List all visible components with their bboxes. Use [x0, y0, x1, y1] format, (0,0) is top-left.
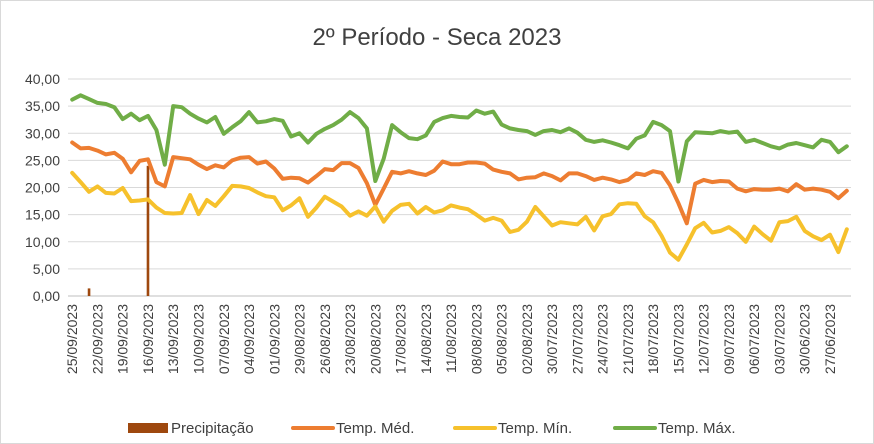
legend-label: Temp. Mín.: [498, 420, 572, 437]
y-tick-label: 30,00: [25, 125, 60, 141]
y-axis-tick-labels: 0,00 5,00 10,00 15,00 20,00 25,00 30,00 35,00 40…: [25, 71, 60, 304]
precipitation-bar: [87, 288, 91, 296]
y-tick-label: 10,00: [25, 234, 60, 250]
x-tick-label: 24/07/2023: [595, 304, 611, 374]
x-tick-label: 16/09/2023: [140, 304, 156, 374]
x-tick-label: 27/07/2023: [569, 304, 585, 374]
chart-title: 2º Período - Seca 2023: [313, 24, 562, 51]
x-tick-label: 04/09/2023: [241, 304, 257, 374]
x-tick-label: 05/08/2023: [494, 304, 510, 374]
x-tick-label: 17/08/2023: [393, 304, 409, 374]
x-tick-label: 26/08/2023: [317, 304, 333, 374]
x-tick-label: 12/07/2023: [696, 304, 712, 374]
legend-label: Temp. Méd.: [336, 420, 414, 437]
x-tick-label: 08/08/2023: [468, 304, 484, 374]
x-tick-label: 21/07/2023: [620, 304, 636, 374]
x-tick-label: 13/09/2023: [165, 304, 181, 374]
y-tick-label: 40,00: [25, 71, 60, 87]
series-line-temp-m-x: [70, 93, 849, 184]
legend-item: Temp. Máx.: [613, 420, 736, 437]
x-tick-label: 20/08/2023: [367, 304, 383, 374]
gridlines: [68, 78, 851, 297]
y-tick-label: 20,00: [25, 180, 60, 196]
x-tick-label: 30/07/2023: [544, 304, 560, 374]
x-tick-label: 27/06/2023: [822, 304, 838, 374]
x-tick-label: 29/08/2023: [292, 304, 308, 374]
x-tick-label: 14/08/2023: [418, 304, 434, 374]
x-tick-label: 19/09/2023: [115, 304, 131, 374]
y-tick-label: 25,00: [25, 152, 60, 168]
series-line-temp-m-n: [70, 170, 849, 262]
x-tick-label: 11/08/2023: [443, 304, 459, 373]
x-tick-label: 25/09/2023: [64, 304, 80, 374]
x-tick-label: 02/08/2023: [519, 304, 535, 374]
x-tick-label: 23/08/2023: [342, 304, 358, 374]
y-tick-label: 0,00: [33, 288, 60, 304]
legend: Precipitação Temp. Méd. Temp. Mín. Temp. Má…: [128, 420, 736, 437]
temperature-lines: [70, 93, 849, 262]
x-tick-label: 30/06/2023: [797, 304, 813, 374]
legend-item: Temp. Méd.: [291, 420, 414, 437]
legend-swatch: [128, 423, 168, 433]
y-tick-label: 5,00: [33, 261, 60, 277]
x-tick-label: 10/09/2023: [191, 304, 207, 374]
x-tick-label: 15/07/2023: [670, 304, 686, 374]
legend-label: Precipitação: [171, 420, 254, 437]
x-tick-label: 06/07/2023: [746, 304, 762, 374]
x-tick-label: 09/07/2023: [721, 304, 737, 374]
legend-item: Temp. Mín.: [453, 420, 572, 437]
x-tick-label: 18/07/2023: [645, 304, 661, 374]
legend-item: Precipitação: [128, 420, 254, 437]
x-tick-label: 03/07/2023: [771, 304, 787, 374]
precipitation-bars: [87, 165, 150, 296]
precipitation-bar: [146, 165, 150, 296]
x-tick-label: 07/09/2023: [216, 304, 232, 374]
y-tick-label: 35,00: [25, 98, 60, 114]
x-axis-tick-labels: 25/09/2023 22/09/2023 19/09/2023 16/09/2023…: [64, 304, 838, 374]
x-tick-label: 22/09/2023: [89, 304, 105, 374]
series-line-temp-m-d: [70, 140, 849, 226]
legend-label: Temp. Máx.: [658, 420, 736, 437]
y-tick-label: 15,00: [25, 207, 60, 223]
x-tick-label: 01/09/2023: [266, 304, 282, 374]
